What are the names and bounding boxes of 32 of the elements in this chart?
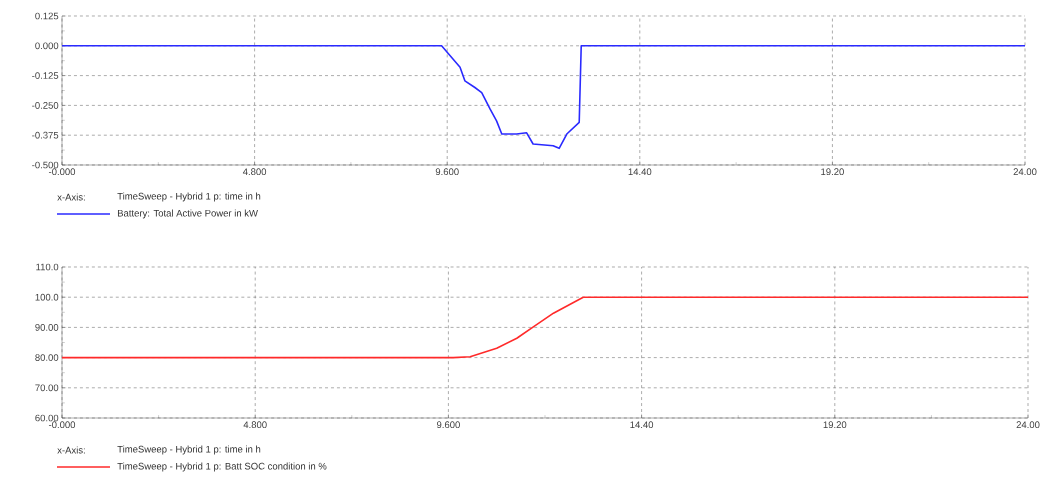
x-tick-label: 24.00 <box>1013 168 1037 176</box>
x-tick-label: 19.20 <box>821 168 844 176</box>
x-tick-label: -0.000 <box>48 168 76 176</box>
x-tick-label: -0.000 <box>48 421 76 429</box>
y-tick-label: 100.0 <box>35 293 59 301</box>
y-tick-label: -0.250 <box>32 102 59 109</box>
y-tick-label: 0.000 <box>35 42 59 50</box>
x-tick-label: 19.20 <box>823 421 847 429</box>
y-tick-label: -0.125 <box>32 72 59 79</box>
y-tick-label: 90.00 <box>35 324 59 331</box>
x-axis-title: TimeSweep - Hybrid 1 p: time in h <box>117 445 261 455</box>
y-tick-label: 110.0 <box>36 263 59 271</box>
text: x-Axis: <box>57 446 85 454</box>
text: Battery: Total Active Power in kW <box>117 209 258 219</box>
y-tick-label: -0.375 <box>32 131 59 139</box>
y-tick-label: 80.00 <box>35 354 59 361</box>
line-series <box>61 45 1026 150</box>
x-tick-label: 4.800 <box>243 421 267 429</box>
y-tick-label: 70.00 <box>35 384 59 392</box>
x-tick-label: 14.40 <box>628 168 652 176</box>
text: x-Axis: <box>57 193 85 201</box>
text: TimeSweep - Hybrid 1 p: Batt SOC condition in % <box>117 462 327 472</box>
y-tick-label: 60.00 <box>35 414 59 422</box>
x-tick-label: 9.600 <box>436 421 460 429</box>
x-tick-label: 24.00 <box>1016 421 1040 429</box>
y-tick-label: -0.500 <box>32 161 59 169</box>
x-tick-label: 9.600 <box>435 168 459 176</box>
line-series <box>61 296 1029 359</box>
y-tick-label: 0.125 <box>35 12 59 20</box>
x-tick-label: 14.40 <box>630 421 654 429</box>
x-tick-label: 4.800 <box>242 168 267 176</box>
x-axis-title: TimeSweep - Hybrid 1 p: time in h <box>117 192 261 202</box>
